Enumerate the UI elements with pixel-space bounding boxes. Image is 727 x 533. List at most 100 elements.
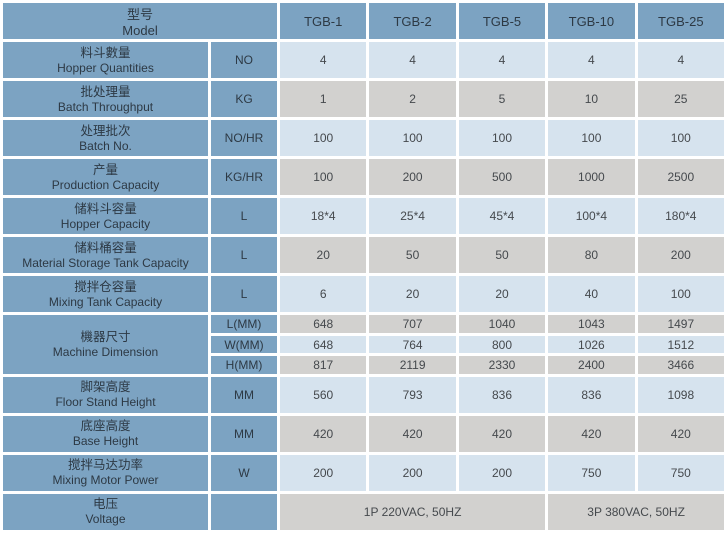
value-cell: 4: [637, 42, 724, 79]
value-cell: 1026: [548, 335, 635, 354]
unit-cell: L: [211, 237, 278, 274]
row-label-en: Hopper Capacity: [60, 216, 151, 231]
unit-cell: NO: [211, 42, 278, 79]
unit-cell: KG/HR: [211, 159, 278, 196]
row-label-en: Batch Throughput: [57, 99, 154, 114]
value-cell: 560: [280, 376, 367, 413]
table-row: 搅拌马达功率 Mixing Motor Power W 200 200 200 …: [3, 454, 724, 491]
table-row: 产量 Production Capacity KG/HR 100 200 500…: [3, 159, 724, 196]
value-cell: 836: [548, 376, 635, 413]
value-cell: 200: [280, 454, 367, 491]
row-label-zh: 機器尺寸: [80, 330, 131, 345]
value-cell: 1512: [637, 335, 724, 354]
table-row: 脚架高度 Floor Stand Height MM 560 793 836 8…: [3, 376, 724, 413]
voltage-cell-left: 1P 220VAC, 50HZ: [280, 493, 546, 530]
row-label-en: Production Capacity: [51, 177, 160, 192]
value-cell: 1043: [548, 315, 635, 333]
unit-cell: L: [211, 276, 278, 313]
row-label: 搅拌仓容量 Mixing Tank Capacity: [3, 276, 208, 313]
table-row: 储料桶容量 Material Storage Tank Capacity L 2…: [3, 237, 724, 274]
row-label: 批处理量 Batch Throughput: [3, 81, 208, 118]
unit-cell: L(MM): [211, 315, 278, 333]
row-label: 处理批次 Batch No.: [3, 120, 208, 157]
row-label-en: Floor Stand Height: [55, 395, 156, 410]
value-cell: 793: [369, 376, 456, 413]
row-label-zh: 处理批次: [80, 123, 131, 138]
value-cell: 500: [458, 159, 546, 196]
row-label-en: Batch No.: [79, 138, 132, 153]
table-row: 处理批次 Batch No. NO/HR 100 100 100 100 100: [3, 120, 724, 157]
row-label-zh: 搅拌仓容量: [74, 279, 137, 294]
row-label: 脚架高度 Floor Stand Height: [3, 376, 208, 413]
table-row: 批处理量 Batch Throughput KG 1 2 5 10 25: [3, 81, 724, 118]
row-label: 料斗數量 Hopper Quantities: [3, 42, 208, 79]
value-cell: 817: [280, 356, 367, 374]
row-label: 底座高度 Base Height: [3, 415, 208, 452]
value-cell: 4: [458, 42, 546, 79]
unit-cell: MM: [211, 376, 278, 413]
row-label-zh: 搅拌马达功率: [67, 458, 143, 473]
value-cell: 648: [280, 335, 367, 354]
unit-cell: H(MM): [211, 356, 278, 374]
value-cell: 420: [637, 415, 724, 452]
table-row: H(MM) 817 2119 2330 2400 3466: [3, 356, 724, 374]
voltage-label: 电压 Voltage: [3, 493, 208, 530]
value-cell: 100: [280, 120, 367, 157]
value-cell: 1040: [458, 315, 546, 333]
value-cell: 4: [369, 42, 456, 79]
value-cell: 45*4: [458, 198, 546, 235]
value-cell: 6: [280, 276, 367, 313]
value-cell: 200: [458, 454, 546, 491]
value-cell: 750: [637, 454, 724, 491]
value-cell: 420: [458, 415, 546, 452]
machine-dimension-label: 機器尺寸 Machine Dimension: [3, 315, 208, 374]
value-cell: 80: [548, 237, 635, 274]
unit-cell: NO/HR: [211, 120, 278, 157]
voltage-cell-right: 3P 380VAC, 50HZ: [548, 493, 724, 530]
row-label: 搅拌马达功率 Mixing Motor Power: [3, 454, 208, 491]
row-label-en: Voltage: [85, 512, 126, 527]
row-label-en: Base Height: [72, 434, 139, 449]
value-cell: 25: [637, 81, 724, 118]
value-cell: 18*4: [280, 198, 367, 235]
table-row: 料斗數量 Hopper Quantities NO 4 4 4 4 4: [3, 42, 724, 79]
table-row: 搅拌仓容量 Mixing Tank Capacity L 6 20 20 40 …: [3, 276, 724, 313]
row-label-zh: 底座高度: [80, 419, 131, 434]
value-cell: 20: [280, 237, 367, 274]
value-cell: 100: [280, 159, 367, 196]
table-row: 电压 Voltage 1P 220VAC, 50HZ 3P 380VAC, 50…: [3, 493, 724, 530]
value-cell: 180*4: [637, 198, 724, 235]
value-cell: 100: [458, 120, 546, 157]
value-cell: 100: [548, 120, 635, 157]
row-label-en: Material Storage Tank Capacity: [22, 255, 189, 270]
value-cell: 2: [369, 81, 456, 118]
value-cell: 50: [369, 237, 456, 274]
value-cell: 4: [280, 42, 367, 79]
value-cell: 800: [458, 335, 546, 354]
model-column-header: TGB-2: [369, 3, 456, 39]
row-label-en: Machine Dimension: [52, 345, 159, 360]
unit-cell: MM: [211, 415, 278, 452]
row-label: 储料斗容量 Hopper Capacity: [3, 198, 208, 235]
value-cell: 4: [548, 42, 635, 79]
value-cell: 100: [637, 276, 724, 313]
table-row: 储料斗容量 Hopper Capacity L 18*4 25*4 45*4 1…: [3, 198, 724, 235]
unit-cell: W(MM): [211, 335, 278, 354]
value-cell: 100*4: [548, 198, 635, 235]
row-label: 产量 Production Capacity: [3, 159, 208, 196]
value-cell: 2330: [458, 356, 546, 374]
unit-cell: L: [211, 198, 278, 235]
row-label-en: Mixing Motor Power: [52, 473, 159, 488]
value-cell: 1000: [548, 159, 635, 196]
model-column-header: TGB-25: [637, 3, 724, 39]
row-label-en: Mixing Tank Capacity: [48, 294, 163, 309]
model-column-header: TGB-5: [458, 3, 546, 39]
header-row: 型号 Model TGB-1 TGB-2 TGB-5 TGB-10 TGB-25: [3, 3, 724, 39]
model-column-header: TGB-10: [548, 3, 635, 39]
value-cell: 420: [280, 415, 367, 452]
value-cell: 200: [369, 159, 456, 196]
value-cell: 50: [458, 237, 546, 274]
value-cell: 420: [548, 415, 635, 452]
unit-cell: W: [211, 454, 278, 491]
